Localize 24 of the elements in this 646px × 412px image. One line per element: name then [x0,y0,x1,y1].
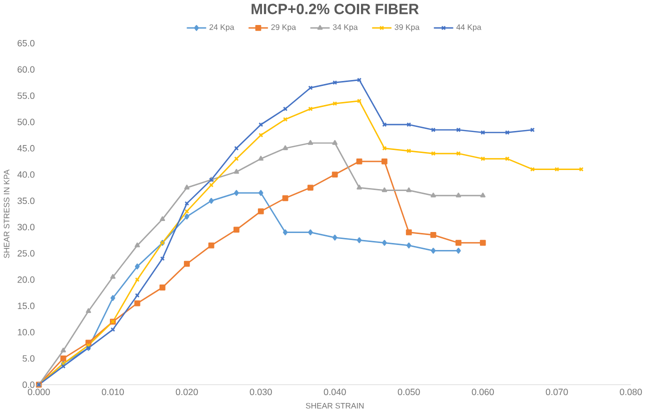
x-tick-label: 0.040 [324,388,346,395]
x-tick-label: 0.050 [398,388,420,395]
y-tick-label: 50.0 [18,118,35,126]
y-tick-label: 20.0 [18,276,35,283]
x-tick-label: 0.000 [28,388,50,395]
x-tick-label: 0.060 [472,388,494,395]
y-tick-label: 30.0 [18,224,35,230]
x-tick-label: 0.020 [176,388,198,395]
y-tick-label: 5.0 [22,355,35,362]
x-tick-label: 0.030 [250,388,272,395]
y-tick-label: 35.0 [18,197,35,204]
y-tick-label: 60.0 [18,66,35,72]
y-tick-label: 25.0 [18,250,35,256]
x-tick-label: 0.070 [546,388,568,395]
x-tick-label: 0.080 [620,388,642,395]
y-tick-label: 0.0 [22,381,35,388]
y-tick-label: 15.0 [18,302,35,309]
y-tick-label: 40.0 [17,171,35,178]
y-tick-label: 10.0 [18,328,35,336]
y-tick-label: 55.0 [18,92,35,99]
y-tick-label: 65.0 [18,40,35,46]
x-tick-label: 0.010 [102,388,124,395]
y-tick-label: 45.0 [17,144,35,152]
chart-title: MICP+0.2% COIR FIBER [252,4,419,14]
